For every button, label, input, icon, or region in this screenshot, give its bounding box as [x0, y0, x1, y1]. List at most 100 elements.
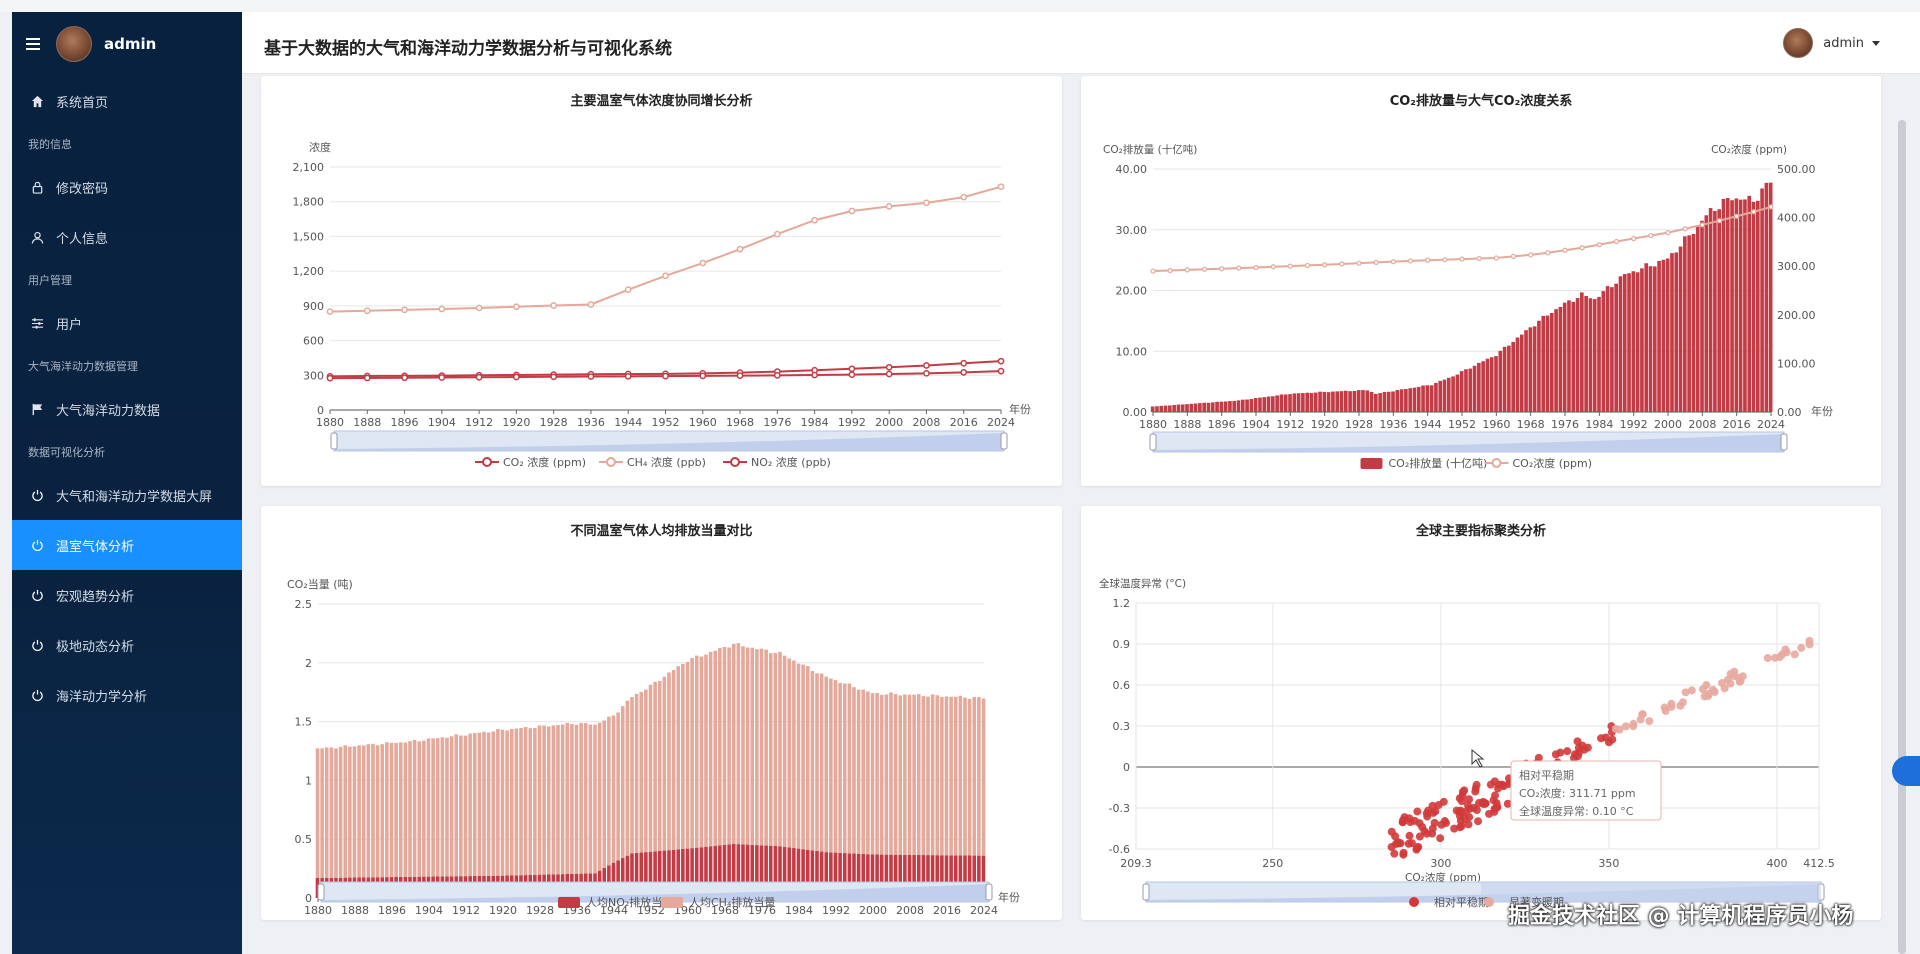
- sidebar-item-12[interactable]: 极地动态分析: [12, 620, 242, 670]
- bar: [583, 723, 588, 874]
- bar: [1391, 391, 1395, 412]
- scatter-point: [1667, 699, 1676, 708]
- bar: [1185, 404, 1189, 412]
- bar: [1713, 210, 1717, 412]
- bar: [639, 852, 644, 898]
- bar: [1335, 391, 1340, 412]
- sidebar-item-10[interactable]: 温室气体分析: [12, 520, 242, 570]
- data-point: [773, 372, 781, 379]
- y-tick-label: 1,200: [293, 265, 325, 278]
- bar: [1215, 401, 1219, 412]
- x-tick-label: 250: [1262, 857, 1283, 870]
- bar: [801, 849, 805, 898]
- scatter-point: [1434, 800, 1443, 809]
- x-tick-label: 1896: [391, 416, 419, 429]
- y-tick-label: 1,500: [293, 230, 325, 243]
- sidebar-item-11[interactable]: 宏观趋势分析: [12, 570, 242, 620]
- user-menu[interactable]: admin: [1783, 28, 1880, 58]
- bar: [431, 738, 435, 877]
- bar: [1764, 182, 1769, 412]
- y-tick-label: 0.00: [1123, 406, 1148, 419]
- zoom-selected: [1481, 882, 1821, 902]
- scatter-point: [1797, 643, 1806, 652]
- bar: [750, 844, 755, 898]
- bar: [634, 852, 639, 898]
- y-tick-label: 30.00: [1116, 224, 1148, 237]
- sidebar-item-13[interactable]: 海洋动力学分析: [12, 670, 242, 720]
- bar: [1477, 362, 1481, 412]
- bar: [620, 706, 625, 859]
- bar: [824, 676, 829, 853]
- bar: [1665, 258, 1670, 412]
- bar: [1331, 391, 1335, 412]
- bar: [916, 694, 921, 855]
- bar: [685, 661, 690, 849]
- bar: [727, 844, 731, 898]
- sidebar-item-label: 大气和海洋动力学数据大屏: [56, 489, 213, 505]
- bar: [1378, 393, 1382, 412]
- scatter-chart: -0.6 -0.3 0 0.3 0.6 0.9 1.2 209.3 250 300 350 400 41…: [1099, 577, 1835, 909]
- bar: [648, 684, 653, 852]
- bar: [454, 734, 459, 877]
- chart-title: 全球主要指标聚类分析: [1415, 524, 1546, 539]
- bar: [755, 649, 759, 846]
- page-scrollbar[interactable]: [1898, 120, 1906, 954]
- bar: [1687, 235, 1691, 412]
- bar: [338, 746, 343, 878]
- sidebar-item-9[interactable]: 大气和海洋动力学数据大屏: [12, 470, 242, 520]
- legend-label: NO₂ 浓度 (ppb): [751, 455, 831, 469]
- x-tick-label: 1984: [785, 904, 813, 917]
- bar: [829, 678, 833, 853]
- bar: [616, 860, 620, 898]
- x-tick-label: 1952: [652, 416, 680, 429]
- bar: [782, 655, 787, 847]
- bar: [792, 848, 796, 898]
- sidebar-item-2[interactable]: 修改密码: [12, 162, 242, 212]
- sidebar-item-5[interactable]: 用户: [12, 298, 242, 348]
- scatter-point: [1563, 747, 1572, 756]
- sidebar-item-label: 温室气体分析: [56, 539, 135, 555]
- sidebar-group-label: 我的信息: [28, 138, 72, 151]
- collapse-panel-button[interactable]: [1892, 756, 1920, 786]
- x-axis-label: 年份: [1009, 402, 1031, 416]
- zoom-handle: [1000, 432, 1008, 450]
- bar: [981, 855, 986, 898]
- bar: [375, 745, 380, 878]
- sidebar-item-3[interactable]: 个人信息: [12, 212, 242, 262]
- x-tick-label: 1920: [489, 904, 517, 917]
- scatter-point: [1570, 750, 1579, 759]
- bar: [551, 725, 556, 875]
- bar: [1507, 345, 1511, 412]
- top-header: 基于大数据的大气和海洋动力学数据分析与可视化系统 admin: [242, 12, 1920, 74]
- sidebar-item-7[interactable]: 大气海洋动力数据: [12, 384, 242, 434]
- bar: [371, 743, 375, 878]
- bar: [653, 681, 657, 852]
- home-icon: [30, 94, 44, 108]
- data-point: [1528, 252, 1534, 258]
- bar: [958, 855, 963, 898]
- bar: [463, 735, 468, 877]
- bar: [916, 854, 921, 898]
- bar: [778, 846, 782, 898]
- bar: [1468, 368, 1473, 412]
- avatar: [56, 26, 92, 62]
- data-point: [773, 230, 781, 238]
- x-tick-label: 1912: [465, 416, 493, 429]
- legend-label: 显著变暖期: [1509, 895, 1564, 909]
- menu-toggle-icon[interactable]: [26, 38, 40, 50]
- bar: [972, 855, 977, 898]
- bar: [533, 727, 537, 875]
- bar: [713, 650, 718, 846]
- power-icon: [30, 688, 44, 702]
- bar: [602, 720, 607, 869]
- avatar: [1783, 28, 1814, 58]
- scatter-point: [1481, 799, 1490, 808]
- scatter-point: [1645, 717, 1654, 726]
- data-point: [1356, 260, 1362, 266]
- bar: [1369, 391, 1374, 412]
- sidebar-item-label: 系统首页: [56, 95, 109, 111]
- scatter-point: [1629, 719, 1638, 728]
- sidebar-item-0[interactable]: 系统首页: [12, 76, 242, 126]
- bar: [366, 744, 371, 878]
- bar: [1485, 358, 1490, 412]
